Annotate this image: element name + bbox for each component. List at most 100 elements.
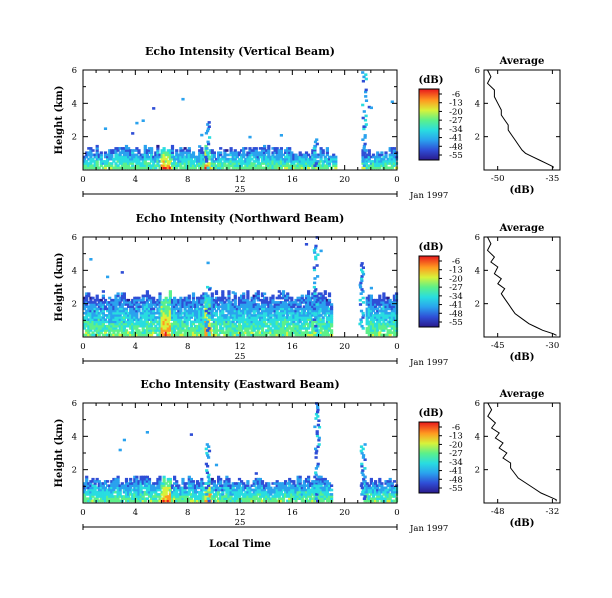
heatmap-cell <box>156 162 160 165</box>
heatmap-cell <box>242 318 246 321</box>
heatmap-cell <box>235 320 239 324</box>
heatmap-cell <box>143 486 147 490</box>
heatmap-cell <box>361 116 365 120</box>
heatmap-cell <box>160 303 164 306</box>
heatmap-cell <box>258 327 262 330</box>
heatmap-cell <box>131 162 135 165</box>
heatmap-cell <box>147 482 152 485</box>
heatmap-cell <box>244 324 248 328</box>
heatmap-cell <box>227 493 231 496</box>
heatmap-cell <box>277 305 281 308</box>
heatmap-cell <box>143 311 147 315</box>
heatmap-cell <box>265 490 269 494</box>
heatmap-cell <box>378 331 382 334</box>
heatmap-cell <box>191 305 196 308</box>
heatmap-cell <box>120 484 124 487</box>
heatmap-cell <box>124 153 129 157</box>
heatmap-cell <box>231 164 235 167</box>
heatmap-cell <box>275 155 279 159</box>
heatmap-cell <box>248 490 252 494</box>
heatmap-cell <box>367 314 371 317</box>
heatmap-cell <box>212 162 216 165</box>
heatmap-cell <box>137 322 141 326</box>
heatmap-cell <box>286 298 290 302</box>
heatmap-cell <box>260 149 265 152</box>
heatmap-cell <box>99 320 103 324</box>
heatmap-cell <box>183 488 187 492</box>
heatmap-cell <box>179 493 183 496</box>
heatmap-cell <box>369 497 373 500</box>
heatmap-cell <box>212 495 216 498</box>
heatmap-cell <box>248 149 252 152</box>
heatmap-cell <box>196 311 200 315</box>
heatmap-cell <box>166 477 170 481</box>
heatmap-cell <box>204 318 208 321</box>
heatmap-cell <box>227 490 231 494</box>
heatmap-cell <box>158 327 162 330</box>
heatmap-cell <box>361 270 365 274</box>
heatmap-cell <box>158 477 162 481</box>
heatmap-cell <box>246 151 250 154</box>
heatmap-cell <box>246 480 250 483</box>
heatmap-cell <box>179 157 183 161</box>
heatmap-cell <box>294 490 298 494</box>
heatmap-cell <box>110 151 114 154</box>
heatmap-cell <box>122 309 126 313</box>
heatmap-cell <box>304 322 309 326</box>
heatmap-cell <box>217 305 221 308</box>
heatmap-cell <box>187 482 191 485</box>
heatmap-cell <box>229 497 233 500</box>
heatmap-cell <box>281 294 286 298</box>
heatmap-cell <box>212 153 216 157</box>
heatmap-cell <box>179 318 183 321</box>
heatmap-cell <box>380 329 384 332</box>
heatmap-cell <box>160 307 164 311</box>
heatmap-cell <box>382 294 386 298</box>
heatmap-cell <box>334 166 338 170</box>
heatmap-cell <box>313 166 317 170</box>
heatmap-cell <box>158 324 162 328</box>
heatmap-cell <box>254 166 258 170</box>
heatmap-cell <box>256 153 260 157</box>
heatmap-cell <box>315 305 319 308</box>
heatmap-cell <box>390 303 394 306</box>
heatmap-cell <box>330 307 334 311</box>
heatmap-cell <box>200 164 204 167</box>
heatmap-cell <box>258 298 262 302</box>
heatmap-cell <box>225 495 229 498</box>
heatmap-cell <box>108 493 112 496</box>
heatmap-cell <box>141 153 145 157</box>
heatmap-cell <box>294 309 298 313</box>
heatmap-cell <box>219 329 223 332</box>
heatmap-cell <box>237 493 242 496</box>
heatmap-cell <box>181 311 185 315</box>
heatmap-cell <box>214 290 219 293</box>
heatmap-cell <box>189 157 193 161</box>
heatmap-cell <box>124 482 129 485</box>
heatmap-cell <box>141 307 145 311</box>
heatmap-cell <box>235 490 239 494</box>
heatmap-cell <box>103 324 108 328</box>
heatmap-cell <box>196 327 200 330</box>
heatmap-cell <box>160 314 164 317</box>
heatmap-cell <box>210 298 214 302</box>
heatmap-cell <box>106 497 110 500</box>
heatmap-cell <box>367 164 371 167</box>
heatmap-cell <box>231 318 235 321</box>
heatmap-cell <box>145 296 149 300</box>
heatmap-cell <box>200 480 204 483</box>
heatmap-cell <box>206 140 210 144</box>
heatmap-cell <box>319 327 323 330</box>
heatmap-cell <box>189 155 193 159</box>
heatmap-cell <box>327 333 332 337</box>
heatmap-cell <box>85 322 89 326</box>
heatmap-cell <box>240 482 244 485</box>
heatmap-cell <box>179 153 183 157</box>
heatmap-cell <box>294 311 298 315</box>
heatmap-cell <box>317 425 322 429</box>
heatmap-cell <box>260 294 265 298</box>
heatmap-cell <box>242 327 246 330</box>
heatmap-cell <box>294 166 298 170</box>
heatmap-cell <box>189 309 193 313</box>
heatmap-cell <box>219 162 223 165</box>
